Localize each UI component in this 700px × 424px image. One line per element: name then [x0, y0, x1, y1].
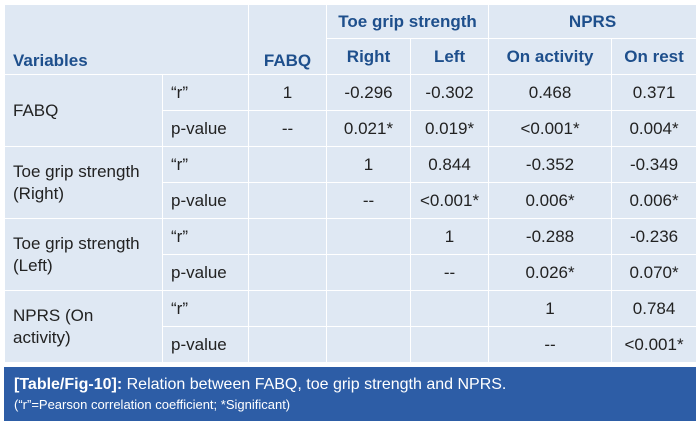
table-cell: -- [326, 182, 412, 219]
table-cell: 0.006* [488, 182, 613, 219]
table-row: p-value -- <0.001* [5, 326, 698, 363]
table-cell: <0.001* [488, 110, 613, 147]
stat-label: “r” [161, 146, 250, 183]
stat-label: “r” [161, 290, 250, 327]
stat-label: “r” [161, 74, 250, 111]
table-cell [326, 218, 412, 255]
header-on-rest: On rest [611, 38, 698, 75]
table-cell: -- [410, 254, 490, 291]
table-cell: -0.349 [611, 146, 698, 183]
table-cell [326, 290, 412, 327]
row-variable-label: Toe grip strength (Left) [4, 218, 163, 291]
header-toe-grip-strength: Toe grip strength [326, 4, 490, 39]
table-cell [248, 254, 328, 291]
caption-label: [Table/Fig-10]: [14, 376, 123, 393]
table-cell: <0.001* [611, 326, 698, 363]
table-row: Toe grip strength (Left) “r” 1 -0.288 -0… [4, 218, 698, 291]
table-row: NPRS (On activity) “r” 1 0.784 [4, 290, 698, 363]
table-caption: [Table/Fig-10]: Relation between FABQ, t… [4, 367, 696, 421]
table-cell: 1 [248, 74, 328, 111]
table-cell: 0.070* [611, 254, 698, 291]
table-cell: -0.296 [326, 74, 412, 111]
table-cell: <0.001* [410, 182, 490, 219]
table-cell [326, 326, 412, 363]
table-cell: 0.004* [611, 110, 698, 147]
table-cell [248, 290, 328, 327]
row-variable-label: FABQ [4, 74, 163, 147]
table-cell: 0.006* [611, 182, 698, 219]
row-variable-label: NPRS (On activity) [4, 290, 163, 363]
table-cell: -0.288 [488, 218, 613, 255]
stat-label: p-value [161, 254, 250, 291]
correlation-table: Variables FABQ Toe grip strength NPRS Ri… [3, 4, 698, 363]
table-cell: -- [488, 326, 613, 363]
table-row: FABQ “r” 1 -0.296 -0.302 0.468 0.371 [4, 74, 698, 147]
row-variable-label: Toe grip strength (Right) [4, 146, 163, 219]
table-cell: 0.026* [488, 254, 613, 291]
table-row: p-value -- 0.021* 0.019* <0.001* 0.004* [5, 110, 698, 147]
table-cell: -0.302 [410, 74, 490, 111]
table-cell: 0.021* [326, 110, 412, 147]
stat-label: “r” [161, 218, 250, 255]
header-right: Right [326, 38, 412, 75]
table-cell: 0.371 [611, 74, 698, 111]
table-cell: -0.236 [611, 218, 698, 255]
stat-label: p-value [161, 110, 250, 147]
table-cell [248, 182, 328, 219]
table-cell [410, 326, 490, 363]
table-cell: -- [248, 110, 328, 147]
header-variables: Variables [3, 4, 250, 75]
table-cell: 1 [326, 146, 412, 183]
table-cell: 0.844 [410, 146, 490, 183]
table-cell [248, 326, 328, 363]
stat-label: p-value [161, 326, 250, 363]
table-cell [326, 254, 412, 291]
caption-title: [Table/Fig-10]: Relation between FABQ, t… [14, 374, 686, 396]
table-cell [248, 218, 328, 255]
stat-label: p-value [161, 182, 250, 219]
header-fabq: FABQ [248, 4, 328, 75]
header-left: Left [410, 38, 490, 75]
header-nprs: NPRS [488, 4, 698, 39]
table-cell: 0.468 [488, 74, 613, 111]
table-row: Toe grip strength (Right) “r” 1 0.844 -0… [4, 146, 698, 219]
header-on-activity: On activity [488, 38, 613, 75]
table-cell: 0.784 [611, 290, 698, 327]
caption-text: Relation between FABQ, toe grip strength… [126, 376, 507, 393]
table-cell: -0.352 [488, 146, 613, 183]
table-cell: 0.019* [410, 110, 490, 147]
caption-note: (“r”=Pearson correlation coefficient; *S… [14, 397, 291, 412]
table-cell [248, 146, 328, 183]
table-cell: 1 [488, 290, 613, 327]
table-cell: 1 [410, 218, 490, 255]
table-cell [410, 290, 490, 327]
